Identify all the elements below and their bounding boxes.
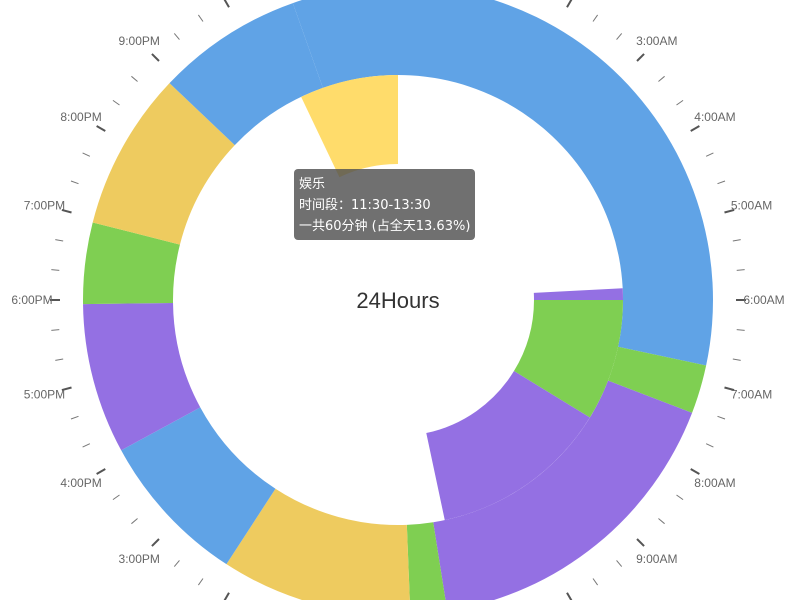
hour-label: 8:00AM — [694, 476, 735, 490]
outer-ring-segment-9 — [169, 3, 323, 146]
inner-ring — [301, 75, 623, 521]
major-tick — [61, 386, 72, 392]
major-tick — [724, 386, 735, 392]
inner-ring-segment-3 — [301, 75, 398, 178]
major-tick — [151, 53, 160, 62]
clock-ticks — [50, 0, 746, 600]
minor-tick — [658, 75, 665, 82]
minor-tick — [732, 239, 741, 242]
minor-tick — [82, 443, 91, 448]
hour-label: 5:00PM — [24, 388, 65, 402]
hour-label: 6:00AM — [743, 293, 784, 307]
hour-label: 9:00PM — [119, 34, 160, 48]
major-tick — [690, 125, 700, 132]
minor-tick — [676, 99, 684, 106]
minor-tick — [197, 14, 204, 22]
tooltip: 娱乐 时间段：11:30-13:30 一共60分钟 (占全天13.63%) — [294, 169, 476, 240]
hour-label: 7:00AM — [731, 388, 772, 402]
major-tick — [223, 592, 230, 600]
minor-tick — [51, 269, 60, 271]
minor-tick — [55, 239, 64, 242]
inner-ring-segment-1 — [513, 300, 623, 418]
minor-tick — [592, 14, 599, 22]
hour-label: 4:00AM — [694, 110, 735, 124]
minor-tick — [112, 494, 120, 501]
outer-ring-segment-6 — [83, 302, 201, 451]
minor-tick — [82, 152, 91, 157]
major-tick — [724, 208, 735, 214]
major-tick — [690, 468, 700, 475]
hour-label: 4:00PM — [60, 476, 101, 490]
minor-tick — [658, 518, 665, 525]
minor-tick — [736, 329, 745, 331]
minor-tick — [70, 180, 79, 185]
minor-tick — [705, 152, 714, 157]
center-label: 24Hours — [356, 288, 439, 313]
outer-ring-segment-8 — [92, 83, 235, 245]
major-tick — [566, 0, 573, 8]
tooltip-time-range: 时间段：11:30-13:30 — [299, 198, 431, 213]
minor-tick — [705, 443, 714, 448]
minor-tick — [592, 578, 599, 586]
outer-ring — [83, 0, 713, 600]
minor-tick — [717, 415, 726, 420]
minor-tick — [717, 180, 726, 185]
major-tick — [636, 53, 645, 62]
outer-ring-segment-7 — [83, 222, 180, 305]
major-tick — [61, 208, 72, 214]
minor-tick — [55, 358, 64, 361]
tooltip-summary: 一共60分钟 (占全天13.63%) — [299, 219, 471, 234]
minor-tick — [173, 33, 180, 40]
outer-ring-segment-2 — [433, 380, 693, 600]
hour-label: 3:00PM — [119, 552, 160, 566]
hour-label: 5:00AM — [731, 198, 772, 212]
hour-label: 8:00PM — [60, 110, 101, 124]
outer-ring-segment-5 — [121, 407, 276, 565]
minor-tick — [131, 518, 138, 525]
hour-label: 6:00PM — [11, 293, 52, 307]
minor-tick — [676, 494, 684, 501]
major-tick — [566, 592, 573, 600]
hour-label: 3:00AM — [636, 34, 677, 48]
minor-tick — [112, 99, 120, 106]
hour-label: 7:00PM — [24, 198, 65, 212]
tooltip-title: 娱乐 — [299, 177, 326, 192]
minor-tick — [732, 358, 741, 361]
inner-ring-segment-2 — [426, 371, 590, 521]
hour-labels: 3:00AM 4:00AM 5:00AM 6:00AM 7:00AM 8:00AM 9:00… — [11, 34, 784, 566]
inner-ring-segment-0 — [533, 288, 623, 300]
hour-label: 9:00AM — [636, 552, 677, 566]
minor-tick — [131, 75, 138, 82]
minor-tick — [197, 578, 204, 586]
major-tick — [151, 538, 160, 547]
outer-ring-segment-3 — [406, 522, 446, 600]
major-tick — [96, 125, 106, 132]
minor-tick — [51, 329, 60, 331]
minor-tick — [736, 269, 745, 271]
outer-ring-segment-4 — [226, 488, 410, 600]
major-tick — [636, 538, 645, 547]
minor-tick — [616, 560, 623, 567]
minor-tick — [616, 33, 623, 40]
outer-ring-segment-0 — [292, 0, 713, 366]
minor-tick — [70, 415, 79, 420]
minor-tick — [173, 560, 180, 567]
major-tick — [223, 0, 230, 8]
outer-ring-segment-1 — [608, 346, 707, 413]
major-tick — [96, 468, 106, 475]
